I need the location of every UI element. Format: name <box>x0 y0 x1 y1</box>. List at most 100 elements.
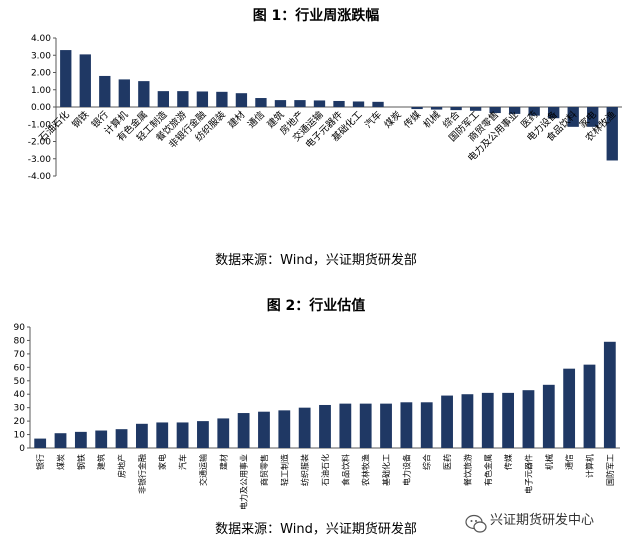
bar <box>603 341 616 448</box>
y-tick-label: 80 <box>14 336 26 346</box>
category-label: 电力及公用事业 <box>239 454 249 510</box>
bar <box>522 390 535 448</box>
category-label: 汽车 <box>178 454 188 470</box>
bar <box>255 98 267 107</box>
y-tick-label: 3.00 <box>31 51 51 61</box>
y-tick-label: 0.00 <box>31 103 51 113</box>
bar <box>156 422 169 448</box>
bar <box>34 438 47 448</box>
y-tick-label: 2.00 <box>31 69 51 79</box>
y-tick-label: 40 <box>14 390 26 400</box>
bar <box>542 384 555 448</box>
y-tick-label: -2.00 <box>28 138 52 148</box>
wechat-icon <box>465 514 487 533</box>
bar <box>258 411 270 448</box>
category-label: 电力设备 <box>401 454 411 486</box>
bar <box>319 404 331 448</box>
bar <box>563 368 576 448</box>
category-label: 建筑 <box>96 454 106 470</box>
bar <box>216 91 228 107</box>
bar <box>99 75 111 107</box>
category-label: 煤炭 <box>56 454 66 470</box>
category-label: 家电 <box>157 454 167 470</box>
bar <box>400 402 413 448</box>
bar <box>197 421 209 448</box>
bar <box>60 50 72 107</box>
bar <box>79 54 91 107</box>
category-label: 石油石化 <box>320 454 330 486</box>
category-label: 综合 <box>422 454 432 470</box>
bar <box>157 91 170 107</box>
y-tick-label: -3.00 <box>28 155 52 165</box>
bar <box>508 107 521 114</box>
category-label: 煤炭 <box>382 108 404 130</box>
category-label: 食品饮料 <box>340 454 350 486</box>
category-label: 国防军工 <box>605 454 615 486</box>
bar <box>274 100 287 107</box>
bar <box>138 81 150 107</box>
bar <box>489 107 501 114</box>
bar <box>313 100 326 107</box>
bar <box>461 394 474 448</box>
category-label: 交通运输 <box>198 454 208 486</box>
category-label: 餐饮旅游 <box>462 454 472 486</box>
bar <box>177 91 189 107</box>
bar <box>450 107 462 111</box>
category-label: 建材 <box>218 454 228 470</box>
bar <box>217 418 230 448</box>
bar <box>196 91 209 107</box>
category-label: 轻工制造 <box>279 454 289 486</box>
y-tick-label: 4.00 <box>31 34 51 44</box>
category-label: 房地产 <box>117 454 127 478</box>
bar <box>235 93 248 107</box>
chart1-plot: 4.00 3.00 2.00 1.00 0.00 -1.00 -2.00 -3.00 -4.00… <box>28 34 622 182</box>
y-tick-label: 50 <box>14 377 26 387</box>
chart1-source: 数据来源：Wind，兴证期货研发部 <box>215 252 417 268</box>
category-label: 传媒 <box>503 454 513 470</box>
bar <box>352 101 365 107</box>
bar <box>237 413 250 448</box>
bar <box>176 422 189 448</box>
y-tick-label: 1.00 <box>31 86 51 96</box>
y-tick-label: 90 <box>14 323 26 333</box>
category-label: 传媒 <box>401 108 423 130</box>
bar <box>606 107 618 161</box>
bar <box>359 403 372 448</box>
bar <box>481 392 494 448</box>
bar <box>583 364 596 448</box>
bar <box>118 79 130 107</box>
category-label: 商贸零售 <box>259 454 269 486</box>
bar <box>333 100 345 107</box>
y-tick-label: -4.00 <box>28 172 52 182</box>
bar <box>528 107 540 116</box>
category-label: 计算机 <box>584 454 594 478</box>
y-tick-label: 10 <box>14 431 26 441</box>
category-label: 通信 <box>564 454 574 470</box>
bar <box>502 392 515 448</box>
y-tick-label: 60 <box>14 363 26 373</box>
y-tick-label: 30 <box>14 404 26 414</box>
bar <box>339 403 352 448</box>
bar <box>567 107 579 127</box>
category-label: 机械 <box>544 454 554 470</box>
category-label: 医药 <box>442 454 452 470</box>
bar <box>372 101 384 107</box>
chart2-source: 数据来源：Wind，兴证期货研发部 <box>215 521 417 537</box>
bar <box>420 402 433 448</box>
y-tick-label: -1.00 <box>28 120 52 130</box>
bar <box>411 107 423 110</box>
y-tick-label: 20 <box>14 417 26 427</box>
bar <box>587 107 599 127</box>
bar <box>298 407 311 448</box>
category-label: 农林牧渔 <box>361 454 371 486</box>
bar <box>441 395 453 448</box>
bar <box>469 107 482 111</box>
category-label: 通信 <box>245 109 267 131</box>
category-label: 钢铁 <box>69 108 91 130</box>
category-label: 纺织服装 <box>300 454 310 486</box>
bar <box>548 107 560 119</box>
watermark: 兴证期货研发中心 <box>465 512 594 533</box>
y-tick-label: 70 <box>14 350 26 360</box>
bar <box>74 431 87 448</box>
